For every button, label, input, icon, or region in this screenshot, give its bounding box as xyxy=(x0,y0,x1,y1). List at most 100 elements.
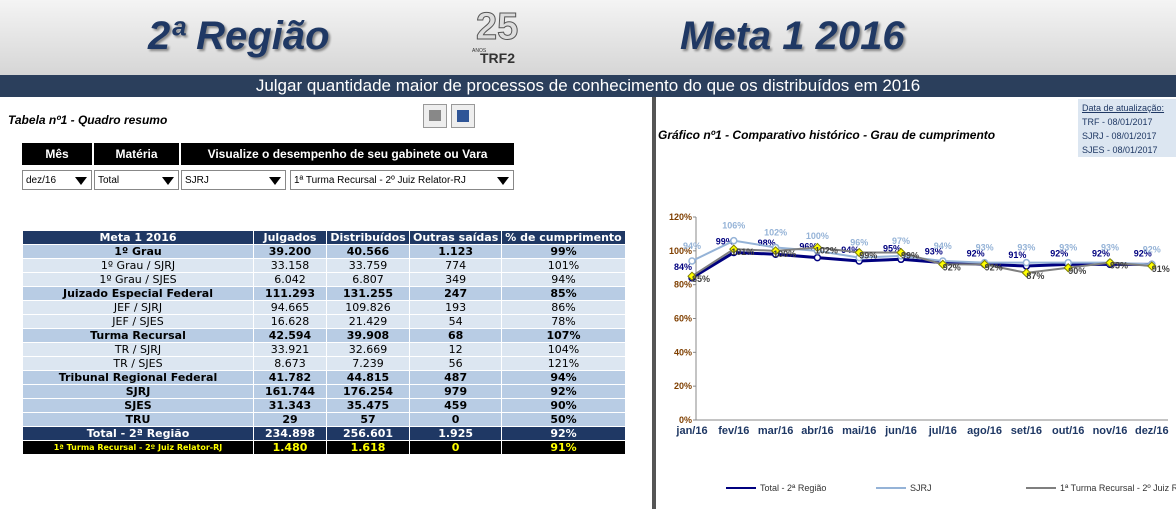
data-label: 91% xyxy=(1008,250,1026,260)
x-tick-label: abr/16 xyxy=(801,425,833,437)
table-row: JEF / SJRJ 94.665 109.826 193 86% xyxy=(22,300,626,315)
select[interactable]: 1ª Turma Recursal - 2º Juiz Relator-RJ xyxy=(290,170,514,190)
table-cell: 8.673 xyxy=(253,356,327,371)
table-row: JEF / SJES 16.628 21.429 54 78% xyxy=(22,314,626,329)
update-line: SJRJ - 08/01/2017 xyxy=(1082,131,1157,141)
control-label: Matéria xyxy=(94,143,179,165)
banner: Julgar quantidade maior de processos de … xyxy=(0,75,1176,97)
table-cell: 29 xyxy=(253,412,327,427)
marker xyxy=(687,271,697,281)
table-cell: 78% xyxy=(501,314,626,329)
series-line xyxy=(691,246,1152,278)
marker xyxy=(730,236,738,245)
data-label: 99% xyxy=(901,251,919,261)
select[interactable]: Total xyxy=(94,170,179,190)
table-cell: Tribunal Regional Federal xyxy=(22,370,254,385)
x-tick-label: set/16 xyxy=(1011,425,1042,437)
y-tick-label: 120% xyxy=(669,212,692,222)
data-label: 93% xyxy=(1110,261,1128,271)
data-label: 92% xyxy=(1134,248,1152,258)
marker xyxy=(1147,261,1157,271)
table-cell: 92% xyxy=(501,384,626,399)
data-label: 94% xyxy=(934,241,952,251)
table-cell: 121% xyxy=(501,356,626,371)
table-cell: 86% xyxy=(501,300,626,315)
data-label: 100% xyxy=(806,231,829,241)
left-title: 2ª Região xyxy=(148,14,330,58)
table-cell: 16.628 xyxy=(253,314,327,329)
data-label: 94% xyxy=(683,241,701,251)
data-label: 101% xyxy=(731,247,754,257)
x-tick-label: mai/16 xyxy=(842,425,876,437)
select[interactable]: SJRJ xyxy=(181,170,286,190)
x-tick-label: jan/16 xyxy=(675,425,707,437)
data-label: 90% xyxy=(1068,266,1086,276)
data-label: 102% xyxy=(764,227,787,237)
data-label: 92% xyxy=(985,262,1003,272)
control-label: Mês xyxy=(22,143,92,165)
print-button[interactable] xyxy=(423,104,447,128)
marker xyxy=(896,247,906,258)
column-header: Julgados xyxy=(253,230,327,245)
marker xyxy=(813,253,822,262)
update-line: TRF - 08/01/2017 xyxy=(1082,117,1153,127)
x-tick-label: ago/16 xyxy=(967,425,1002,437)
table-cell: JEF / SJES xyxy=(22,314,254,329)
table-cell: 1.480 xyxy=(253,440,327,455)
select[interactable]: dez/16 xyxy=(22,170,92,190)
update-title: Data de atualização: xyxy=(1082,103,1165,113)
x-tick-label: out/16 xyxy=(1052,425,1084,437)
x-tick-label: jul/16 xyxy=(928,425,957,437)
data-label: 99% xyxy=(859,251,877,261)
table-row: SJRJ 161.744 176.254 979 92% xyxy=(22,384,626,399)
marker xyxy=(979,259,990,270)
table-cell: 94% xyxy=(501,370,626,385)
table-cell: 41.782 xyxy=(253,370,327,385)
table-cell: 176.254 xyxy=(326,384,410,399)
table-cell: 1º Grau xyxy=(22,244,254,259)
table-cell: 1.618 xyxy=(326,440,410,455)
table-cell: 56 xyxy=(408,356,503,371)
table-cell: 109.826 xyxy=(326,300,410,315)
table-cell: TRU xyxy=(22,412,254,427)
marker xyxy=(688,257,696,265)
update-box: Data de atualização: TRF - 08/01/2017 SJ… xyxy=(1078,99,1176,157)
legend-label: SJRJ xyxy=(910,483,932,493)
x-tick-label: mar/16 xyxy=(758,425,793,437)
column-header: Distribuídos xyxy=(326,230,410,245)
data-label: 97% xyxy=(892,236,910,246)
data-label: 106% xyxy=(722,221,745,231)
data-label: 87% xyxy=(1026,271,1044,281)
divider xyxy=(652,97,656,509)
column-header: Meta 1 2016 xyxy=(22,230,254,245)
summary-table: Meta 1 2016 Julgados Distribuídos Outras sa… xyxy=(22,230,626,455)
y-tick-label: 20% xyxy=(674,381,692,391)
table-row: TR / SJRJ 33.921 32.669 12 104% xyxy=(22,342,626,357)
chart-title: Gráfico nº1 - Comparativo histórico - Gr… xyxy=(658,128,996,142)
data-label: 91% xyxy=(1152,264,1170,274)
data-label: 85% xyxy=(692,274,710,284)
table-cell: 979 xyxy=(408,384,503,399)
table-cell: TR / SJES xyxy=(22,356,254,371)
table-row: 1ª Turma Recursal - 2º Juiz Relator-RJ 1.… xyxy=(22,440,626,455)
table-cell: 774 xyxy=(408,258,503,273)
table-cell: 50% xyxy=(501,412,626,427)
y-tick-label: 60% xyxy=(674,314,692,324)
table-cell: 459 xyxy=(408,398,503,413)
table-cell: SJRJ xyxy=(22,384,254,399)
table-cell: 33.158 xyxy=(253,258,327,273)
table-cell: 101% xyxy=(501,258,626,273)
table-cell: 99% xyxy=(501,244,626,259)
table-row: SJES 31.343 35.475 459 90% xyxy=(22,398,626,413)
table-cell: 40.566 xyxy=(326,244,410,259)
table-cell: 0 xyxy=(408,412,503,427)
logo-small: ANOS xyxy=(472,48,487,54)
save-button[interactable] xyxy=(451,104,475,128)
table-cell: 1º Grau / SJES xyxy=(22,272,254,287)
x-tick-label: fev/16 xyxy=(718,425,749,437)
data-label: 93% xyxy=(1101,243,1119,253)
logo-number: 25 xyxy=(475,6,519,49)
table-cell: SJES xyxy=(22,398,254,413)
table-cell: Turma Recursal xyxy=(22,328,254,343)
header: 2ª Região Meta 1 2016 25 ANOS TRF2 xyxy=(0,0,1176,75)
